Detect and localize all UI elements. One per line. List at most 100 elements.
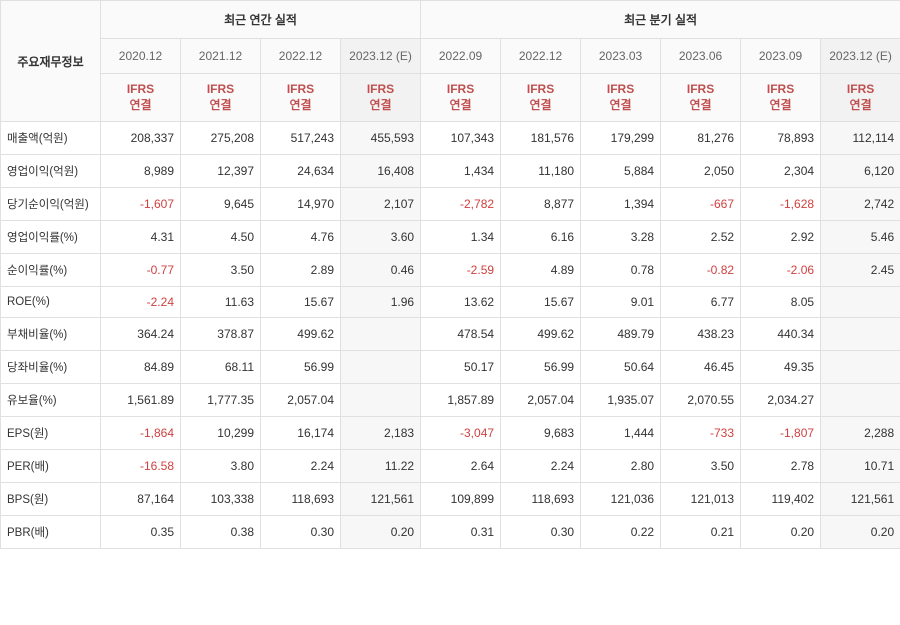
cell-value: -16.58 [101,450,181,483]
cell-value: 8,877 [501,188,581,221]
cell-value: 9,645 [181,188,261,221]
cell-value: 478.54 [421,318,501,351]
cell-value: 0.30 [261,516,341,549]
cell-value: 499.62 [261,318,341,351]
cell-value [821,318,900,351]
cell-value: 489.79 [581,318,661,351]
cell-value: 107,343 [421,122,501,155]
cell-value: 1,777.35 [181,384,261,417]
cell-value: 103,338 [181,483,261,516]
cell-value: 0.46 [341,254,421,287]
table-row: EPS(원)-1,86410,29916,1742,183-3,0479,683… [1,417,900,450]
cell-value: -1,864 [101,417,181,450]
unit-header: IFRS연결 [661,74,741,122]
cell-value: 11.63 [181,287,261,318]
cell-value: 87,164 [101,483,181,516]
cell-value: 11,180 [501,155,581,188]
cell-value: 49.35 [741,351,821,384]
cell-value: 6.77 [661,287,741,318]
cell-value: 50.64 [581,351,661,384]
financial-table: 주요재무정보 최근 연간 실적 최근 분기 실적 2020.122021.122… [0,0,900,549]
cell-value: 1,857.89 [421,384,501,417]
table-row: 당기순이익(억원)-1,6079,64514,9702,107-2,7828,8… [1,188,900,221]
cell-value: 0.20 [821,516,900,549]
cell-value: 2.78 [741,450,821,483]
cell-value: -2.24 [101,287,181,318]
cell-value: 3.50 [181,254,261,287]
cell-value: 2,034.27 [741,384,821,417]
cell-value: 1,935.07 [581,384,661,417]
table-row: 순이익률(%)-0.773.502.890.46-2.594.890.78-0.… [1,254,900,287]
cell-value: 9.01 [581,287,661,318]
cell-value: -1,607 [101,188,181,221]
cell-value: 2,057.04 [261,384,341,417]
cell-value: 2.64 [421,450,501,483]
cell-value: 0.35 [101,516,181,549]
cell-value: 2,304 [741,155,821,188]
cell-value: 2,050 [661,155,741,188]
cell-value: -2.06 [741,254,821,287]
cell-value [821,351,900,384]
cell-value: 0.38 [181,516,261,549]
cell-value: 78,893 [741,122,821,155]
cell-value: 6.16 [501,221,581,254]
rowhead-label: 주요재무정보 [1,1,101,122]
cell-value: 5,884 [581,155,661,188]
cell-value: 46.45 [661,351,741,384]
table-row: 영업이익률(%)4.314.504.763.601.346.163.282.52… [1,221,900,254]
cell-value: 440.34 [741,318,821,351]
cell-value: 3.60 [341,221,421,254]
table-body: 매출액(억원)208,337275,208517,243455,593107,3… [1,122,900,549]
cell-value: 14,970 [261,188,341,221]
cell-value: 0.20 [741,516,821,549]
cell-value: 50.17 [421,351,501,384]
cell-value: -733 [661,417,741,450]
period-header: 2023.03 [581,39,661,74]
cell-value: 2,070.55 [661,384,741,417]
cell-value: 56.99 [261,351,341,384]
cell-value: 3.28 [581,221,661,254]
period-header: 2022.12 [501,39,581,74]
row-label: EPS(원) [1,417,101,450]
cell-value: 12,397 [181,155,261,188]
cell-value: 378.87 [181,318,261,351]
unit-row: IFRS연결IFRS연결IFRS연결IFRS연결IFRS연결IFRS연결IFRS… [1,74,900,122]
cell-value: 2.92 [741,221,821,254]
cell-value: 208,337 [101,122,181,155]
period-header: 2021.12 [181,39,261,74]
cell-value: -0.82 [661,254,741,287]
cell-value: 1.34 [421,221,501,254]
cell-value: 2,742 [821,188,900,221]
cell-value: 16,408 [341,155,421,188]
table-row: PBR(배)0.350.380.300.200.310.300.220.210.… [1,516,900,549]
row-label: 당기순이익(억원) [1,188,101,221]
cell-value: 2.24 [261,450,341,483]
period-header: 2023.09 [741,39,821,74]
cell-value: 438.23 [661,318,741,351]
cell-value: 275,208 [181,122,261,155]
cell-value: 6,120 [821,155,900,188]
cell-value: 0.21 [661,516,741,549]
cell-value: 499.62 [501,318,581,351]
cell-value: 8,989 [101,155,181,188]
cell-value: -0.77 [101,254,181,287]
cell-value: 56.99 [501,351,581,384]
cell-value: 179,299 [581,122,661,155]
row-label: BPS(원) [1,483,101,516]
unit-header: IFRS연결 [581,74,661,122]
cell-value: 3.80 [181,450,261,483]
row-label: 순이익률(%) [1,254,101,287]
cell-value: 121,036 [581,483,661,516]
cell-value: 118,693 [261,483,341,516]
cell-value: 1,434 [421,155,501,188]
cell-value: 4.76 [261,221,341,254]
cell-value: -2,782 [421,188,501,221]
cell-value: 2,183 [341,417,421,450]
unit-header: IFRS연결 [821,74,900,122]
unit-header: IFRS연결 [261,74,341,122]
cell-value: 3.50 [661,450,741,483]
cell-value: 84.89 [101,351,181,384]
period-row: 2020.122021.122022.122023.12 (E)2022.092… [1,39,900,74]
cell-value [341,384,421,417]
table-row: 부채비율(%)364.24378.87499.62478.54499.62489… [1,318,900,351]
